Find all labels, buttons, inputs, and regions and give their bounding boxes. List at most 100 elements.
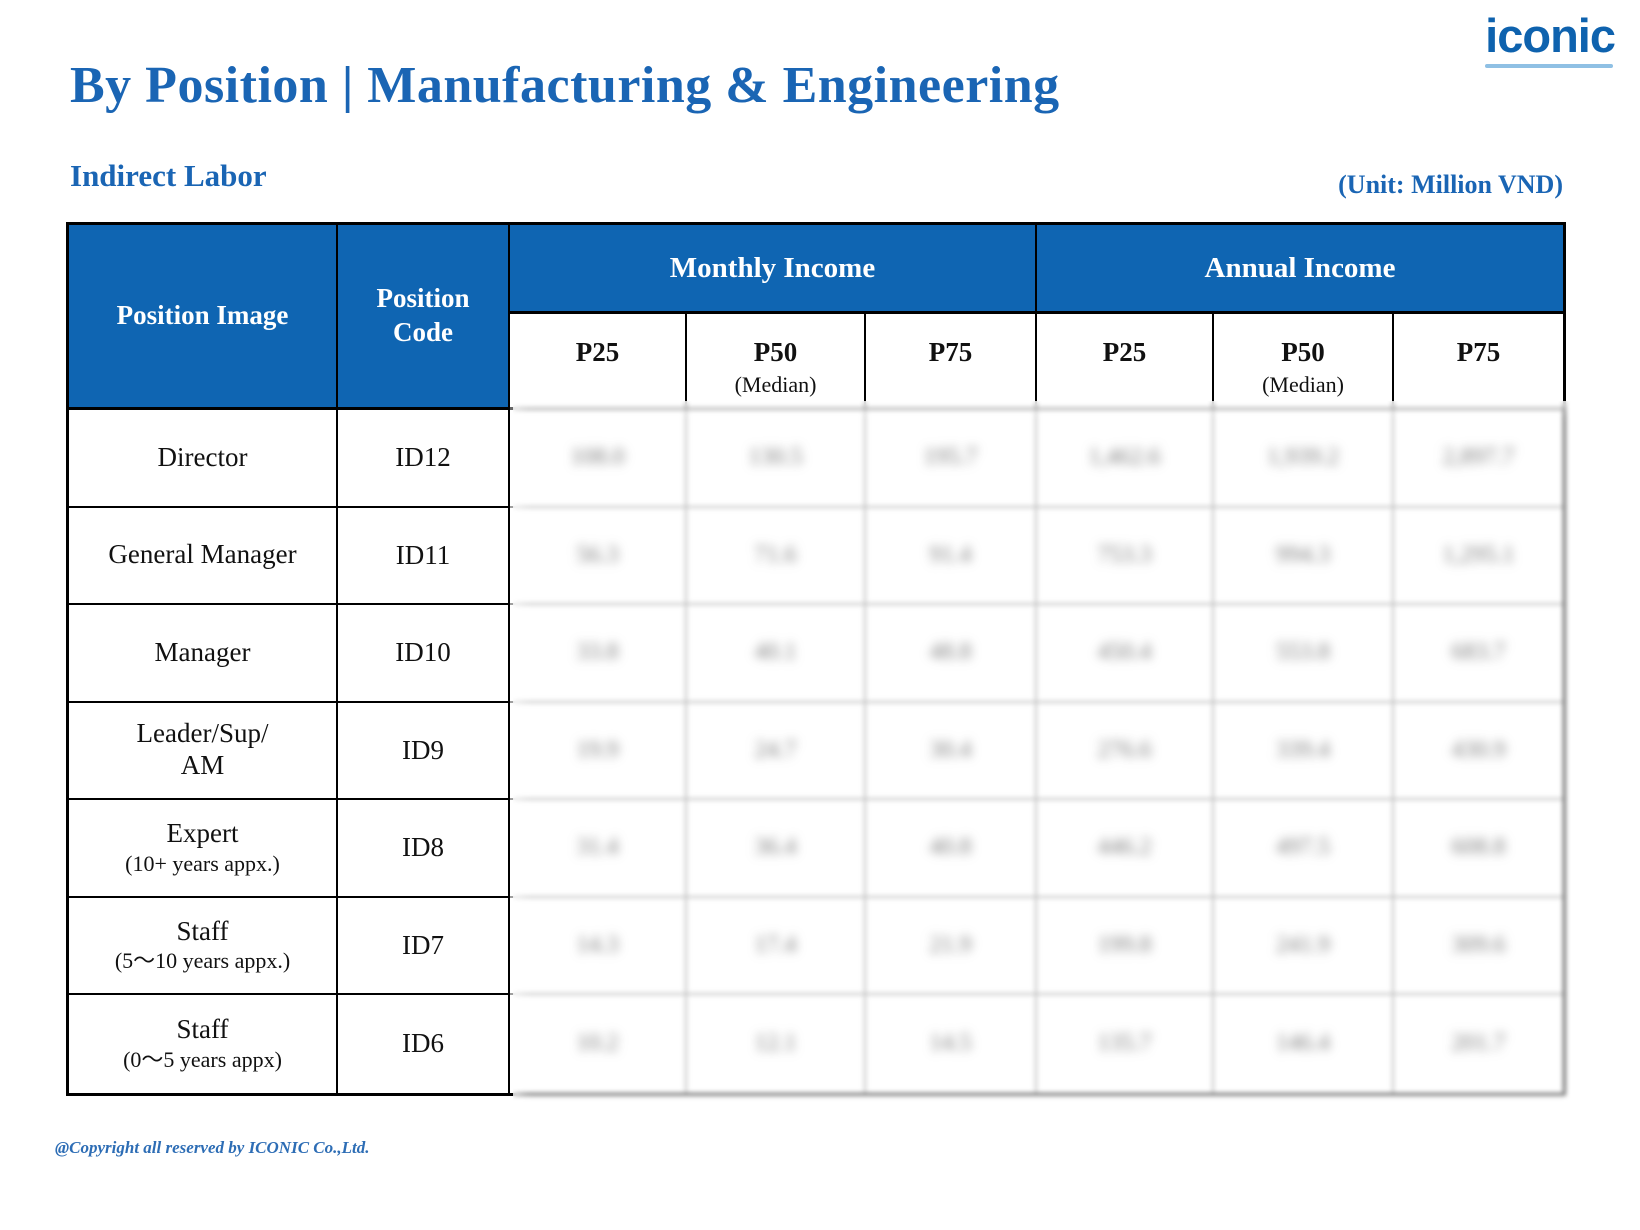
value-cell: 40.8 [866, 800, 1037, 898]
header-monthly-p50: P50 (Median) [687, 314, 866, 410]
blurred-value: 108.0 [570, 444, 625, 471]
position-sublabel: (0～5 years appx) [123, 1046, 282, 1072]
blurred-value: 1,939.2 [1267, 444, 1339, 471]
blurred-value: 14.5 [929, 1030, 972, 1057]
blurred-value: 14.3 [576, 931, 619, 958]
value-cell: 497.5 [1214, 800, 1394, 898]
value-cell: 430.9 [1394, 703, 1563, 800]
value-cell: 276.6 [1037, 702, 1214, 800]
blurred-value: 2,897.7 [1442, 444, 1515, 471]
copyright: @Copyright all reserved by ICONIC Co.,Lt… [55, 1138, 370, 1157]
code-cell: ID6 [338, 995, 510, 1093]
value-cell: 91.4 [866, 507, 1037, 605]
header-annual-income: Annual Income [1037, 225, 1563, 314]
position-cell: Leader/Sup/ AM [69, 702, 338, 800]
value-cell: 17.4 [687, 897, 866, 995]
blurred-value: 12.1 [754, 1030, 797, 1057]
blurred-value: 201.7 [1451, 1030, 1506, 1057]
blurred-value: 553.8 [1276, 639, 1330, 666]
value-cell: 135.7 [1037, 995, 1214, 1093]
p25-label: P25 [575, 337, 620, 367]
position-label: Manager [154, 636, 251, 667]
blurred-value: 339.4 [1276, 736, 1330, 763]
blurred-value: 30.4 [929, 736, 972, 763]
header-monthly-p25: P25 [510, 314, 687, 410]
header-monthly-p75: P75 [866, 314, 1037, 410]
value-cell: 2,897.7 [1394, 410, 1563, 508]
value-cell: 48.8 [866, 605, 1037, 703]
iconic-logo: iconic [1483, 9, 1616, 68]
blurred-value: 36.4 [754, 834, 797, 861]
logo-text: iconic [1485, 9, 1616, 62]
median-label: (Median) [1262, 372, 1344, 398]
p50-label: P50 [1281, 337, 1325, 367]
blurred-value: 40.8 [929, 834, 972, 861]
header-monthly-income: Monthly Income [510, 225, 1037, 314]
header-annual-p75: P75 [1394, 314, 1563, 410]
blurred-value: 48.8 [929, 639, 972, 666]
value-cell: 108.0 [510, 410, 687, 508]
value-cell: 10.2 [510, 995, 687, 1093]
blurred-value: 21.9 [929, 931, 972, 958]
blurred-value: 31.4 [576, 834, 619, 861]
value-cell: 1,462.6 [1037, 410, 1214, 508]
code-cell: ID12 [338, 410, 510, 508]
value-cell: 30.4 [866, 702, 1037, 800]
value-cell: 683.7 [1394, 605, 1563, 703]
position-cell: Staff (5～10 years appx.) [69, 897, 338, 995]
blurred-value: 430.9 [1451, 736, 1506, 763]
blurred-value: 497.5 [1276, 834, 1330, 861]
value-cell: 608.8 [1394, 800, 1563, 898]
value-cell: 14.3 [510, 897, 687, 995]
blurred-value: 1,295.1 [1442, 541, 1515, 568]
value-cell: 31.4 [510, 800, 687, 898]
blurred-value: 146.4 [1276, 1030, 1330, 1057]
position-label: General Manager [108, 539, 297, 570]
blurred-value: 56.3 [576, 541, 619, 568]
blurred-value: 446.2 [1097, 834, 1152, 861]
blurred-value: 450.4 [1097, 639, 1152, 666]
blurred-value: 276.6 [1097, 736, 1152, 763]
blurred-value: 19.9 [576, 736, 619, 763]
value-cell: 199.8 [1037, 897, 1214, 995]
blurred-value: 1,462.6 [1088, 444, 1161, 471]
code-cell: ID10 [338, 605, 510, 703]
value-cell: 553.8 [1214, 605, 1394, 703]
value-cell: 146.4 [1214, 995, 1394, 1093]
blurred-value: 130.5 [748, 444, 803, 471]
code-cell: ID7 [338, 897, 510, 995]
blurred-value: 309.6 [1451, 931, 1506, 958]
header-annual-p50: P50 (Median) [1214, 314, 1394, 410]
position-label: Staff [176, 1014, 229, 1045]
blurred-value: 683.7 [1451, 639, 1506, 666]
code-cell: ID9 [338, 702, 510, 800]
unit-note: (Unit: Million VND) [1338, 170, 1563, 199]
blurred-value: 241.9 [1276, 931, 1330, 958]
position-label: Staff [176, 915, 229, 946]
blurred-value: 71.6 [754, 541, 797, 568]
position-cell: Manager [69, 605, 338, 703]
value-cell: 1,295.1 [1394, 508, 1563, 605]
header-position-code: Position Code [338, 225, 510, 410]
position-label: Director [157, 441, 248, 472]
position-cell: General Manager [69, 507, 338, 605]
logo-underline [1485, 64, 1613, 68]
median-label: (Median) [734, 372, 817, 398]
value-cell: 450.4 [1037, 605, 1214, 703]
blurred-value: 608.8 [1451, 834, 1506, 861]
p50-label: P50 [753, 337, 798, 367]
blurred-value: 91.4 [929, 541, 972, 568]
blurred-value: 195.7 [923, 444, 978, 471]
value-cell: 753.3 [1037, 507, 1214, 605]
value-cell: 994.3 [1214, 507, 1394, 605]
p75-label: P75 [928, 337, 973, 367]
code-cell: ID11 [338, 507, 510, 605]
value-cell: 21.9 [866, 897, 1037, 995]
value-cell: 33.8 [510, 605, 687, 703]
p25-label: P25 [1102, 337, 1147, 367]
p75-label: P75 [1456, 337, 1501, 367]
value-cell: 24.7 [687, 702, 866, 800]
value-cell: 339.4 [1214, 702, 1394, 800]
blurred-value: 40.1 [754, 639, 797, 666]
